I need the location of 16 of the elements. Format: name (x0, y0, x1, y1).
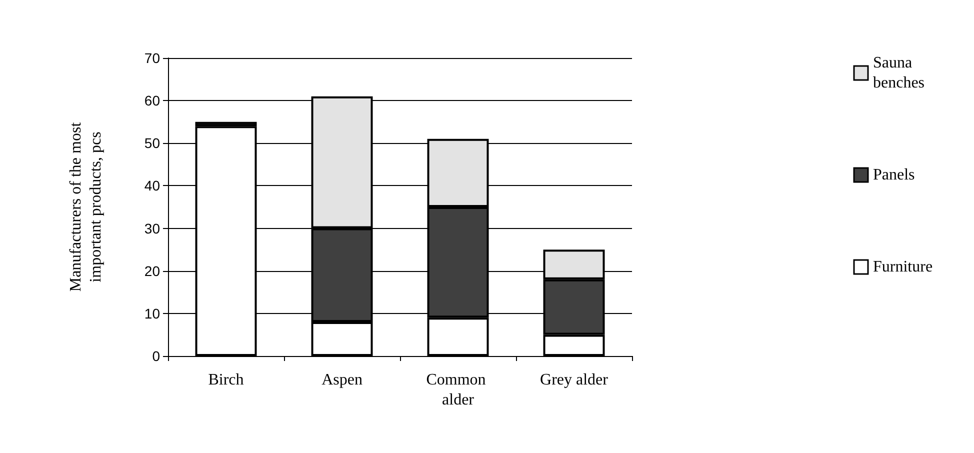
legend-label: Panels (873, 166, 915, 184)
y-axis-title: Manufacturers of the most important products, pcs (68, 122, 104, 292)
y-tick-label: 0 (152, 348, 160, 364)
x-tick-label: Birch (208, 372, 244, 388)
x-tick-label: Aspen (322, 372, 362, 388)
y-tick-label: 10 (144, 305, 160, 322)
y-tick-label: 20 (144, 262, 160, 279)
legend-label: Sauna benches (873, 54, 925, 92)
y-tick-label: 60 (144, 92, 160, 109)
y-tick-label: 30 (144, 220, 160, 236)
y-tick-label: 70 (144, 50, 160, 66)
y-tick-label: 40 (144, 178, 160, 194)
y-tick-label: 50 (144, 135, 160, 152)
x-tick-label: Common alder (426, 372, 490, 408)
legend-label: Furniture (873, 258, 933, 276)
x-tick-label: Grey alder (540, 372, 609, 388)
